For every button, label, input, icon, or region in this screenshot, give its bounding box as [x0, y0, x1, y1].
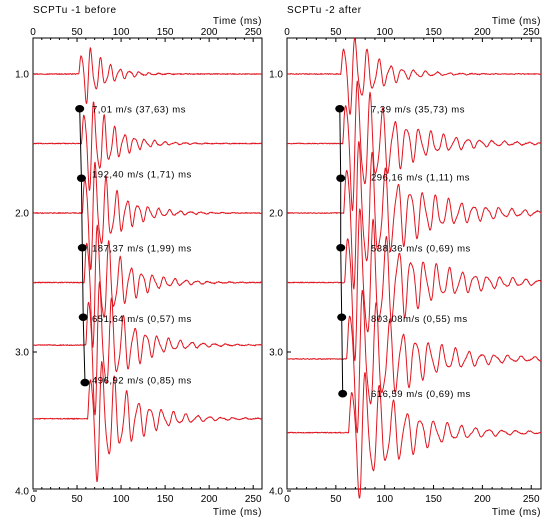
seismic-trace-2: [286, 80, 541, 211]
x-tick-label-top: 200: [474, 27, 491, 38]
seismic-trace-5: [32, 281, 263, 416]
velocity-annotation: 7,01 m/s (37,63) ms: [92, 104, 186, 115]
seismic-trace-4: [286, 208, 542, 362]
seismic-trace-3: [32, 161, 263, 271]
seismic-trace-1: [286, 37, 542, 115]
x-tick-label-top: 250: [523, 27, 540, 38]
x-tick-label-bottom: 200: [201, 494, 218, 505]
x-tick-label-top: 250: [245, 27, 262, 38]
x-tick-label-bottom: 150: [157, 494, 174, 505]
velocity-annotation: 192,40 m/s (1,71) ms: [92, 170, 192, 181]
seismic-trace-6: [286, 372, 542, 499]
x-tick-label-top: 100: [113, 27, 130, 38]
seismic-trace-3: [286, 141, 542, 290]
panel-title: SCPTu -1 before: [33, 5, 117, 16]
x-axis-title-bottom: Time (ms): [213, 507, 262, 518]
y-tick-label: 1.0: [15, 70, 29, 81]
arrival-marker: [75, 104, 85, 113]
x-axis-title-top: Time (ms): [213, 16, 262, 27]
chart-panel-2: SCPTu -2 after Time (ms) Time (ms) 0 0 50 50 10…: [269, 5, 542, 518]
y-tick-label: 2.0: [15, 209, 29, 220]
arrival-marker: [80, 378, 90, 387]
velocity-annotation: 651,64 m/s (0,57) ms: [92, 314, 192, 325]
x-tick-label-bottom: 0: [284, 494, 290, 505]
x-tick-label-bottom: 50: [330, 494, 342, 505]
velocity-annotation: 296,16 m/s (1,11) ms: [371, 172, 470, 183]
y-tick-label: 1.0: [269, 70, 283, 81]
x-tick-label-bottom: 250: [245, 494, 262, 505]
velocity-annotation: 616,59 m/s (0,69) ms: [371, 389, 471, 400]
x-tick-label-bottom: 100: [376, 494, 393, 505]
seismic-trace-1: [32, 47, 263, 104]
x-tick-label-bottom: 100: [113, 494, 130, 505]
y-tick-label: 2.0: [269, 209, 283, 220]
arrival-marker: [78, 313, 88, 322]
x-tick-label-bottom: 200: [474, 494, 491, 505]
x-axis-title-bottom: Time (ms): [492, 507, 541, 518]
arrival-marker: [336, 174, 346, 183]
velocity-annotation: 7,39 m/s (35,73) ms: [371, 104, 465, 115]
arrival-marker: [337, 313, 347, 322]
y-tick-label: 3.0: [15, 348, 29, 359]
x-axis-title-top: Time (ms): [492, 16, 541, 27]
y-tick-label: 4.0: [269, 487, 283, 498]
arrival-marker: [76, 174, 86, 183]
velocity-annotation: 496,92 m/s (0,85) ms: [92, 375, 192, 386]
seismic-trace-4: [32, 224, 263, 348]
seismic-trace-6: [32, 361, 263, 483]
x-tick-label-top: 50: [330, 27, 342, 38]
x-tick-label-top: 200: [201, 27, 218, 38]
panel-title: SCPTu -2 after: [287, 5, 362, 16]
y-tick-label: 3.0: [269, 348, 283, 359]
arrival-marker: [335, 104, 345, 113]
y-tick-label: 4.0: [15, 487, 29, 498]
x-tick-label-bottom: 0: [30, 494, 36, 505]
velocity-annotation: 538,36 m/s (0,69) ms: [371, 243, 471, 254]
seismic-trace-2: [32, 101, 263, 191]
arrival-marker: [77, 243, 87, 252]
x-tick-label-top: 0: [30, 27, 36, 38]
chart-panel-1: SCPTu -1 before Time (ms) Time (ms) 0 0 50 50 1…: [15, 5, 263, 518]
x-tick-label-top: 100: [376, 27, 393, 38]
seismic-trace-5: [286, 290, 542, 434]
arrival-marker: [336, 243, 346, 252]
velocity-annotation: 187,37 m/s (1,99) ms: [92, 243, 192, 254]
x-tick-label-top: 150: [157, 27, 174, 38]
x-tick-label-bottom: 150: [425, 494, 442, 505]
arrival-marker: [338, 389, 348, 398]
velocity-annotation: 803,08m/s (0,55) ms: [371, 314, 468, 325]
x-tick-label-bottom: 50: [71, 494, 83, 505]
x-tick-label-top: 150: [425, 27, 442, 38]
x-tick-label-top: 50: [71, 27, 83, 38]
x-tick-label-top: 0: [284, 27, 290, 38]
x-tick-label-bottom: 250: [523, 494, 540, 505]
